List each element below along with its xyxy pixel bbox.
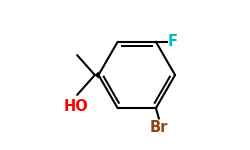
Text: HO: HO — [63, 99, 88, 114]
Polygon shape — [95, 72, 98, 78]
Text: Br: Br — [150, 120, 168, 135]
Text: F: F — [168, 34, 178, 49]
